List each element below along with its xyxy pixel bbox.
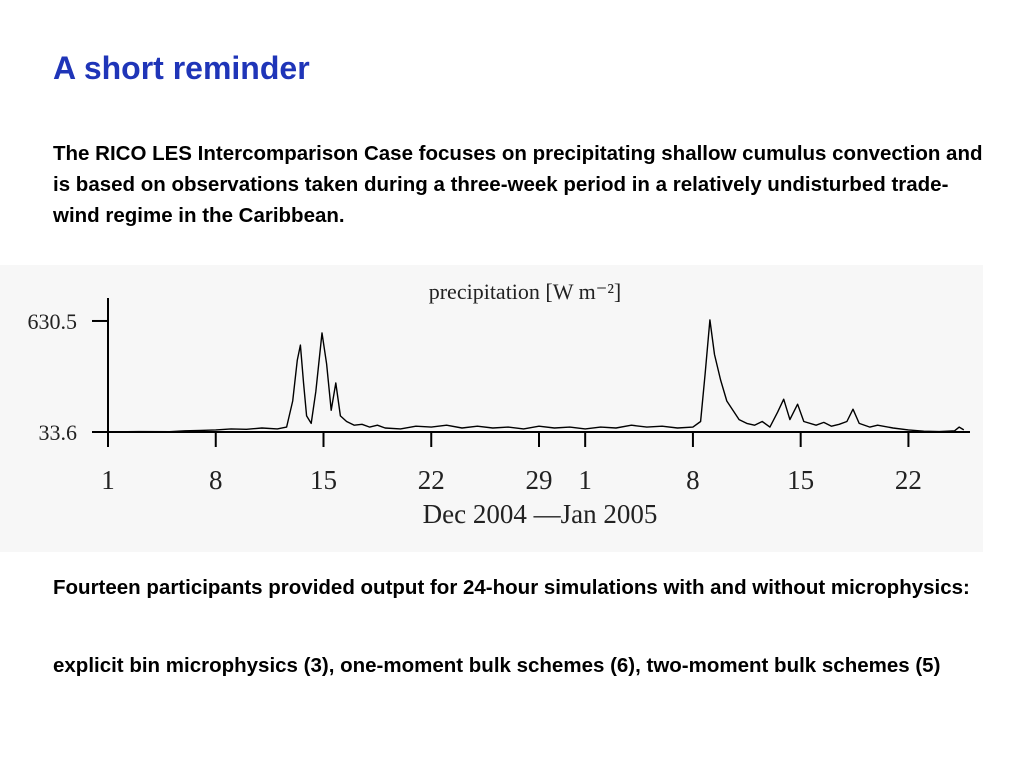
slide-title: A short reminder [53,50,310,86]
precipitation-line [107,319,965,433]
y-tick-label: 630.5 [28,309,78,334]
x-tick-label: 22 [418,465,445,495]
chart: precipitation [W m⁻²] Dec 2004 —Jan 2005… [0,265,983,552]
x-tick-label: 1 [578,465,592,495]
chart-title: precipitation [W m⁻²] [429,279,622,304]
x-tick-label: 15 [787,465,814,495]
x-axis-label: Dec 2004 —Jan 2005 [423,499,658,529]
participants-text: Fourteen participants provided output fo… [53,576,970,599]
schemes-text: explicit bin microphysics (3), one-momen… [53,654,941,677]
intro-text: The RICO LES Intercomparison Case focuse… [53,142,983,227]
x-tick-label: 29 [526,465,553,495]
x-tick-label: 1 [101,465,115,495]
x-tick-label: 15 [310,465,337,495]
y-tick-label: 33.6 [39,420,78,445]
x-tick-label: 8 [209,465,223,495]
x-tick-label: 8 [686,465,700,495]
x-tick-label: 22 [895,465,922,495]
